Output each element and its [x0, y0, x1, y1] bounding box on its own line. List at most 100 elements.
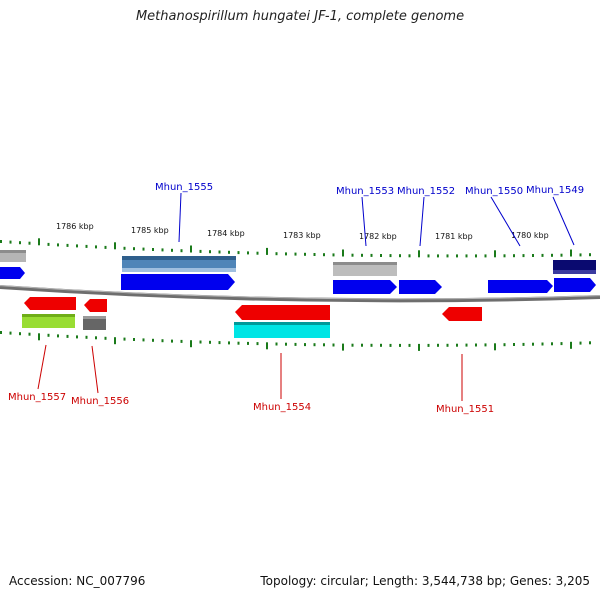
gene-arrow-mhun-1556[interactable] [84, 299, 107, 312]
lower-tick [437, 343, 439, 347]
lower-tick [104, 336, 107, 340]
gene-label-mhun-1555[interactable]: Mhun_1555 [155, 182, 213, 193]
callout-mhun-1550 [490, 196, 521, 247]
callout-mhun-1553 [361, 196, 367, 247]
upper-tick [484, 254, 487, 258]
lower-tick [342, 343, 344, 351]
gene-arrow-left-edge[interactable] [0, 267, 25, 279]
genome-backbone [0, 285, 600, 303]
lower-tick [541, 342, 544, 346]
feature-mhun-1555-steelblue-light [122, 268, 236, 272]
lower-tick [275, 342, 278, 346]
genome-backbone-highlight [0, 285, 600, 300]
upper-tick [114, 242, 116, 250]
feature-mhun-1553-grey[interactable] [333, 262, 397, 276]
lower-tick [551, 342, 553, 346]
upper-tick [513, 254, 515, 258]
upper-tick [465, 254, 468, 258]
gene-label-mhun-1553[interactable]: Mhun_1553 [336, 186, 394, 197]
upper-tick [408, 254, 411, 258]
gene-arrow-mhun-1552[interactable] [399, 280, 442, 294]
upper-tick [304, 252, 306, 256]
upper-tick [190, 245, 192, 253]
feature-mhun-1557-lime-shade [22, 314, 75, 317]
gene-arrow-mhun-1553[interactable] [333, 280, 397, 294]
callout-mhun-1552 [419, 196, 425, 247]
upper-tick [28, 241, 31, 245]
lower-tick [427, 343, 430, 347]
upper-tick [570, 249, 572, 257]
gene-arrow-mhun-1554[interactable] [235, 305, 330, 320]
scale-label-1780: 1780 kbp [511, 231, 549, 240]
upper-tick [342, 249, 344, 257]
upper-tick [152, 248, 154, 251]
gene-arrow-mhun-1551[interactable] [442, 307, 482, 321]
upper-tick [0, 240, 2, 243]
upper-tick [47, 242, 50, 246]
lower-tick [560, 342, 563, 346]
upper-tick [228, 250, 230, 254]
lower-tick [47, 333, 50, 337]
scale-label-1784: 1784 kbp [207, 229, 245, 238]
upper-tick [351, 253, 354, 257]
lower-tick [399, 343, 401, 347]
lower-tick [285, 342, 287, 346]
gene-label-mhun-1551[interactable]: Mhun_1551 [436, 404, 494, 415]
gene-label-mhun-1557[interactable]: Mhun_1557 [8, 392, 66, 403]
lower-tick [446, 343, 449, 347]
gene-labels-top: Mhun_1555 Mhun_1553 Mhun_1552 Mhun_1550 … [155, 182, 584, 197]
lower-tick [76, 335, 78, 339]
lower-tick [123, 337, 126, 341]
lower-tick [456, 343, 458, 347]
upper-tick [266, 247, 268, 255]
upper-tick [275, 252, 278, 256]
feature-mhun-1554-cyan-shade [234, 322, 330, 325]
lower-tick [361, 343, 363, 347]
gene-arrow-mhun-1555[interactable] [121, 274, 235, 290]
gene-label-mhun-1552[interactable]: Mhun_1552 [397, 186, 455, 197]
upper-tick [332, 253, 335, 257]
lower-tick [304, 343, 306, 347]
lower-tick [408, 343, 411, 347]
lower-tick [66, 334, 69, 338]
upper-tick [161, 248, 164, 252]
upper-tick [247, 251, 249, 255]
upper-tick [133, 247, 135, 251]
feature-mhun-1549-navy-light [553, 270, 596, 274]
gene-label-mhun-1556[interactable]: Mhun_1556 [71, 396, 129, 407]
upper-tick [95, 245, 97, 249]
lower-tick [237, 341, 240, 345]
upper-tick [285, 252, 287, 256]
gene-label-mhun-1549[interactable]: Mhun_1549 [526, 185, 584, 196]
upper-tick [237, 251, 240, 255]
upper-tick [399, 254, 401, 258]
lower-tick [171, 339, 173, 343]
lower-tick [0, 331, 2, 334]
upper-tick [19, 241, 21, 245]
scale-labels: 1786 kbp 1785 kbp 1784 kbp 1783 kbp 1782… [56, 222, 549, 241]
lower-tick [114, 337, 116, 345]
gene-label-mhun-1550[interactable]: Mhun_1550 [465, 186, 523, 197]
gene-labels-bottom: Mhun_1557 Mhun_1556 Mhun_1554 Mhun_1551 [8, 392, 494, 415]
upper-tick [389, 254, 392, 258]
callout-mhun-1556 [91, 345, 99, 394]
feature-mhun-1554-cyan[interactable] [234, 322, 330, 338]
feature-mhun-1556-darkgrey[interactable] [83, 316, 106, 330]
gene-label-mhun-1554[interactable]: Mhun_1554 [253, 402, 311, 413]
callout-mhun-1555 [178, 192, 182, 243]
lower-tick [313, 343, 316, 347]
lower-tick [57, 334, 59, 338]
scale-label-1786: 1786 kbp [56, 222, 94, 231]
gene-arrow-mhun-1557[interactable] [24, 297, 76, 310]
lower-tick [38, 333, 40, 341]
upper-tick [323, 253, 325, 257]
lower-tick [190, 340, 192, 348]
lower-tick [351, 343, 354, 347]
feature-mhun-1557-lime[interactable] [22, 314, 75, 328]
gene-arrow-mhun-1549[interactable] [554, 278, 596, 292]
upper-tick [76, 244, 78, 248]
gene-arrow-mhun-1550[interactable] [488, 280, 553, 293]
upper-tick [475, 254, 477, 258]
lower-tick [579, 341, 582, 345]
